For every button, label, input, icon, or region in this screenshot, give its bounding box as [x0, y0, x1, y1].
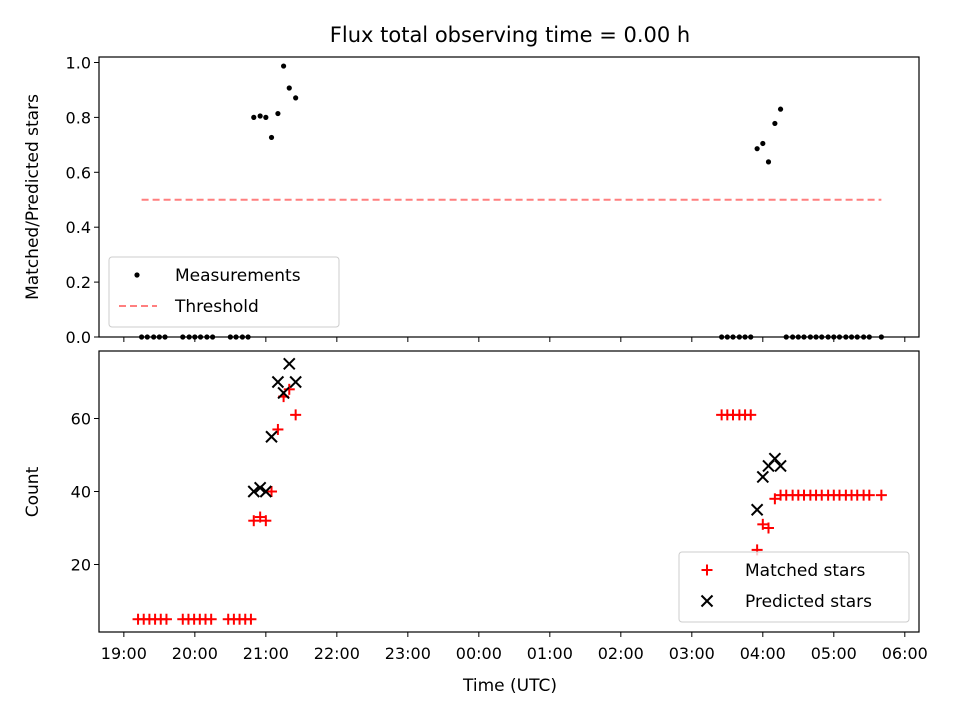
- data-point: [283, 357, 296, 370]
- data-point: [253, 481, 267, 495]
- chart-title: Flux total observing time = 0.00 h: [330, 23, 690, 47]
- x-axis-label: Time (UTC): [462, 676, 557, 696]
- legend-entry: Threshold: [119, 297, 259, 317]
- data-point: [280, 63, 287, 69]
- data-point: [756, 470, 770, 484]
- data-point: [777, 106, 784, 112]
- legend-label: Matched stars: [745, 561, 865, 581]
- data-point: [760, 140, 766, 147]
- data-point: [769, 493, 781, 505]
- legend-box: [108, 256, 340, 328]
- y-tick-label: 60: [71, 410, 91, 429]
- data-point: [745, 409, 757, 421]
- x-tick-label: 22:00: [314, 644, 360, 663]
- data-point: [259, 485, 273, 498]
- data-point: [863, 489, 875, 501]
- data-point: [283, 383, 295, 395]
- data-point: [290, 409, 302, 421]
- data-point: [205, 613, 217, 625]
- data-point: [289, 375, 302, 389]
- data-point: [875, 489, 887, 501]
- legend-label: Measurements: [175, 266, 301, 286]
- y-tick-label: 0.8: [66, 108, 91, 127]
- data-point: [762, 522, 774, 534]
- series-predicted-stars: [247, 357, 787, 516]
- data-point: [251, 114, 257, 120]
- data-point: [271, 375, 285, 389]
- legend-entry: Measurements: [134, 266, 301, 286]
- y-tick-label: 40: [71, 483, 91, 502]
- x-tick-label: 00:00: [456, 644, 502, 663]
- y-tick-label: 1.0: [66, 53, 91, 72]
- legend: Measurements Threshold: [108, 256, 340, 328]
- y-tick-label: 20: [71, 555, 91, 574]
- data-point: [260, 515, 272, 527]
- data-point: [266, 486, 278, 497]
- x-tick-label: 04:00: [740, 644, 786, 663]
- data-point: [774, 459, 787, 473]
- data-point: [248, 515, 260, 527]
- x-tick-label: 21:00: [243, 644, 289, 663]
- data-point: [277, 386, 290, 400]
- data-point: [160, 613, 172, 625]
- y-tick-label: 0.0: [66, 328, 91, 347]
- x-tick-label: 20:00: [172, 644, 218, 663]
- legend-entry: Matched stars: [701, 561, 865, 581]
- legend: Matched stars Predicted stars: [678, 551, 910, 623]
- data-point: [293, 95, 299, 101]
- y-tick-label: 0.4: [66, 218, 91, 237]
- legend-box: [678, 551, 910, 623]
- series-matched-stars: [132, 383, 887, 625]
- x-tick-label: 23:00: [385, 644, 431, 663]
- x-tick-label: 19:00: [101, 644, 147, 663]
- y-tick-label: 0.2: [66, 273, 91, 292]
- x-tick-label: 03:00: [669, 644, 715, 663]
- data-point: [757, 518, 769, 530]
- data-point: [275, 110, 281, 117]
- panel-ratio: 0.0 0.2 0.4 0.6 0.8 1.0 Matched/Predicted star…: [23, 53, 920, 347]
- data-point: [268, 134, 275, 141]
- data-point: [254, 511, 266, 523]
- legend-label: Threshold: [174, 297, 259, 317]
- data-point: [772, 120, 778, 127]
- y-axis-label: Count: [23, 466, 43, 517]
- x-tick-label: 01:00: [527, 644, 573, 663]
- data-point: [245, 613, 257, 625]
- plot-frame: [98, 56, 920, 338]
- x-tick-label: 06:00: [882, 644, 928, 663]
- data-point: [750, 503, 764, 516]
- panel-counts: 20 40 60 19:00 20:00 21:00 22:00 23:00 00:00 01:0…: [23, 350, 928, 663]
- y-tick-label: 0.6: [66, 163, 91, 182]
- data-point: [247, 485, 260, 498]
- data-point: [263, 114, 269, 120]
- data-point: [257, 113, 263, 119]
- legend-entry: Predicted stars: [700, 592, 872, 612]
- data-point: [768, 452, 782, 465]
- data-point: [272, 423, 284, 435]
- data-point: [754, 146, 760, 152]
- y-axis-label: Matched/Predicted stars: [23, 94, 43, 300]
- data-point: [765, 159, 772, 165]
- legend-label: Predicted stars: [745, 592, 872, 612]
- data-point: [286, 85, 292, 91]
- x-tick-label: 05:00: [811, 644, 857, 663]
- x-tick-label: 02:00: [598, 644, 644, 663]
- data-point: [265, 430, 278, 443]
